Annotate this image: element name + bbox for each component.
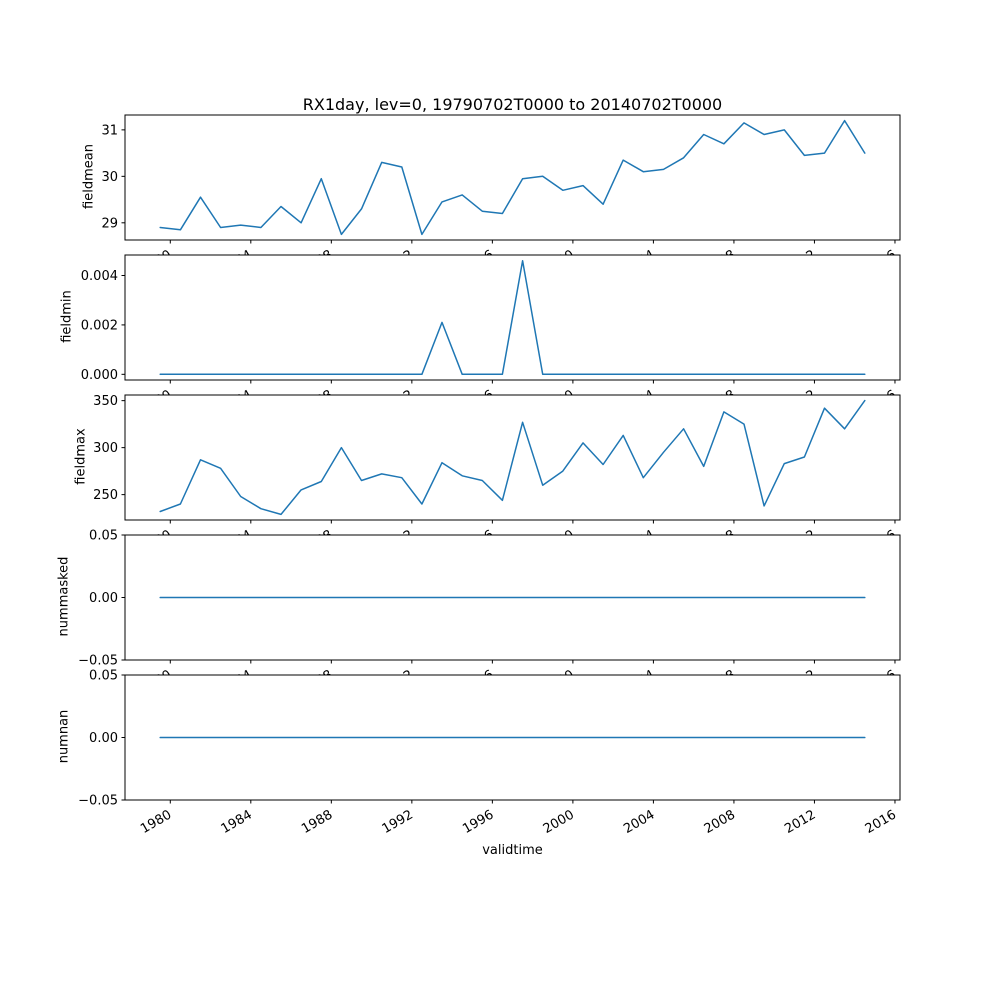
xtick-label: 1980 bbox=[138, 527, 174, 557]
ytick-label: 0.05 bbox=[89, 669, 118, 684]
xtick-label: 1996 bbox=[460, 387, 496, 417]
xtick-label: 1992 bbox=[380, 527, 416, 557]
subplot-numnan: 1980 1984 1988 1992 1996 2000 2004 2008 2012 2016… bbox=[78, 669, 901, 837]
xtick-label: 1988 bbox=[299, 527, 335, 557]
xtick-label: 2004 bbox=[621, 387, 657, 417]
xtick-label: 1980 bbox=[138, 807, 174, 837]
xtick-label: 2004 bbox=[621, 527, 657, 557]
xtick-label: 2012 bbox=[782, 527, 818, 557]
subplot-nummasked: 1980 1984 1988 1992 1996 2000 2004 2008 2012 2016… bbox=[78, 529, 901, 697]
ytick-label: 0.000 bbox=[81, 368, 118, 383]
xtick-label: 2008 bbox=[702, 667, 738, 697]
axes-frame bbox=[124, 534, 901, 661]
figure-title: RX1day, lev=0, 19790702T0000 to 20140702… bbox=[302, 95, 723, 114]
ytick-label: −0.05 bbox=[78, 654, 118, 669]
subplot-fieldmean: 1980 1984 1988 1992 1996 2000 2004 2008 2012 2016… bbox=[101, 114, 901, 277]
ytick-label: 0.05 bbox=[89, 529, 118, 544]
axes-frame bbox=[124, 674, 901, 801]
ytick-label: 30 bbox=[101, 170, 118, 185]
xtick-label: 1984 bbox=[219, 387, 255, 417]
ytick-label: 0.00 bbox=[89, 591, 118, 606]
xtick-labels: 1980 1984 1988 1992 1996 2000 2004 2008 2012 2016 bbox=[138, 527, 899, 557]
xtick-label: 2000 bbox=[541, 247, 577, 277]
xtick-label: 1980 bbox=[138, 387, 174, 417]
xtick-label: 2008 bbox=[702, 527, 738, 557]
xtick-label: 1988 bbox=[299, 247, 335, 277]
xtick-label: 1980 bbox=[138, 667, 174, 697]
xtick-label: 1980 bbox=[138, 247, 174, 277]
xtick-label: 2012 bbox=[782, 247, 818, 277]
ytick-label: 29 bbox=[101, 216, 118, 231]
xtick-label: 1996 bbox=[460, 807, 496, 837]
line-fieldmax bbox=[159, 399, 866, 516]
ytick-label: 250 bbox=[93, 488, 118, 503]
xtick-label: 1996 bbox=[460, 247, 496, 277]
xtick-label: 2016 bbox=[863, 387, 899, 417]
xtick-label: 1992 bbox=[380, 807, 416, 837]
xtick-label: 1988 bbox=[299, 387, 335, 417]
ytick-label: 300 bbox=[93, 441, 118, 456]
xtick-label: 2012 bbox=[782, 667, 818, 697]
xtick-label: 1984 bbox=[219, 247, 255, 277]
xtick-labels: 1980 1984 1988 1992 1996 2000 2004 2008 2012 2016 bbox=[138, 387, 899, 417]
subplot-fieldmin: 1980 1984 1988 1992 1996 2000 2004 2008 2012 2016… bbox=[81, 254, 901, 417]
xtick-label: 1996 bbox=[460, 667, 496, 697]
ytick-label: 0.002 bbox=[81, 318, 118, 333]
xtick-label: 2000 bbox=[541, 807, 577, 837]
ytick-label: −0.05 bbox=[78, 794, 118, 809]
xtick-label: 1992 bbox=[380, 247, 416, 277]
xtick-label: 1988 bbox=[299, 667, 335, 697]
x-axis-label: validtime bbox=[482, 843, 543, 858]
xtick-label: 2000 bbox=[541, 527, 577, 557]
xtick-label: 2004 bbox=[621, 807, 657, 837]
ytick-label: 31 bbox=[101, 123, 118, 138]
xtick-label: 2000 bbox=[541, 387, 577, 417]
xtick-label: 1992 bbox=[380, 667, 416, 697]
xtick-labels: 1980 1984 1988 1992 1996 2000 2004 2008 2012 2016 bbox=[138, 667, 899, 697]
xtick-labels: 1980 1984 1988 1992 1996 2000 2004 2008 2012 2016 bbox=[138, 807, 899, 837]
ytick-label: 350 bbox=[93, 394, 118, 409]
xtick-label: 1992 bbox=[380, 387, 416, 417]
xtick-label: 2016 bbox=[863, 247, 899, 277]
axes-frame bbox=[124, 394, 901, 521]
line-fieldmean bbox=[159, 119, 866, 236]
axes-frame bbox=[124, 114, 901, 241]
xtick-label: 2016 bbox=[863, 527, 899, 557]
xtick-labels: 1980 1984 1988 1992 1996 2000 2004 2008 2012 2016 bbox=[138, 247, 899, 277]
ytick-label: 0.004 bbox=[81, 269, 118, 284]
xtick-label: 2012 bbox=[782, 807, 818, 837]
xtick-label: 2004 bbox=[621, 247, 657, 277]
ytick-label: 0.00 bbox=[89, 731, 118, 746]
xtick-label: 2008 bbox=[702, 807, 738, 837]
subplot-fieldmax: 1980 1984 1988 1992 1996 2000 2004 2008 2012 2016… bbox=[93, 394, 901, 557]
xtick-label: 2012 bbox=[782, 387, 818, 417]
axes-frame bbox=[124, 254, 901, 381]
xtick-label: 1984 bbox=[219, 807, 255, 837]
xtick-label: 1988 bbox=[299, 807, 335, 837]
xtick-label: 2008 bbox=[702, 387, 738, 417]
xtick-label: 1984 bbox=[219, 667, 255, 697]
xtick-label: 1996 bbox=[460, 527, 496, 557]
line-fieldmin bbox=[159, 259, 866, 376]
xtick-label: 1984 bbox=[219, 527, 255, 557]
xtick-label: 2016 bbox=[863, 807, 899, 837]
xtick-label: 2004 bbox=[621, 667, 657, 697]
xtick-label: 2000 bbox=[541, 667, 577, 697]
xtick-label: 2008 bbox=[702, 247, 738, 277]
xtick-label: 2016 bbox=[863, 667, 899, 697]
